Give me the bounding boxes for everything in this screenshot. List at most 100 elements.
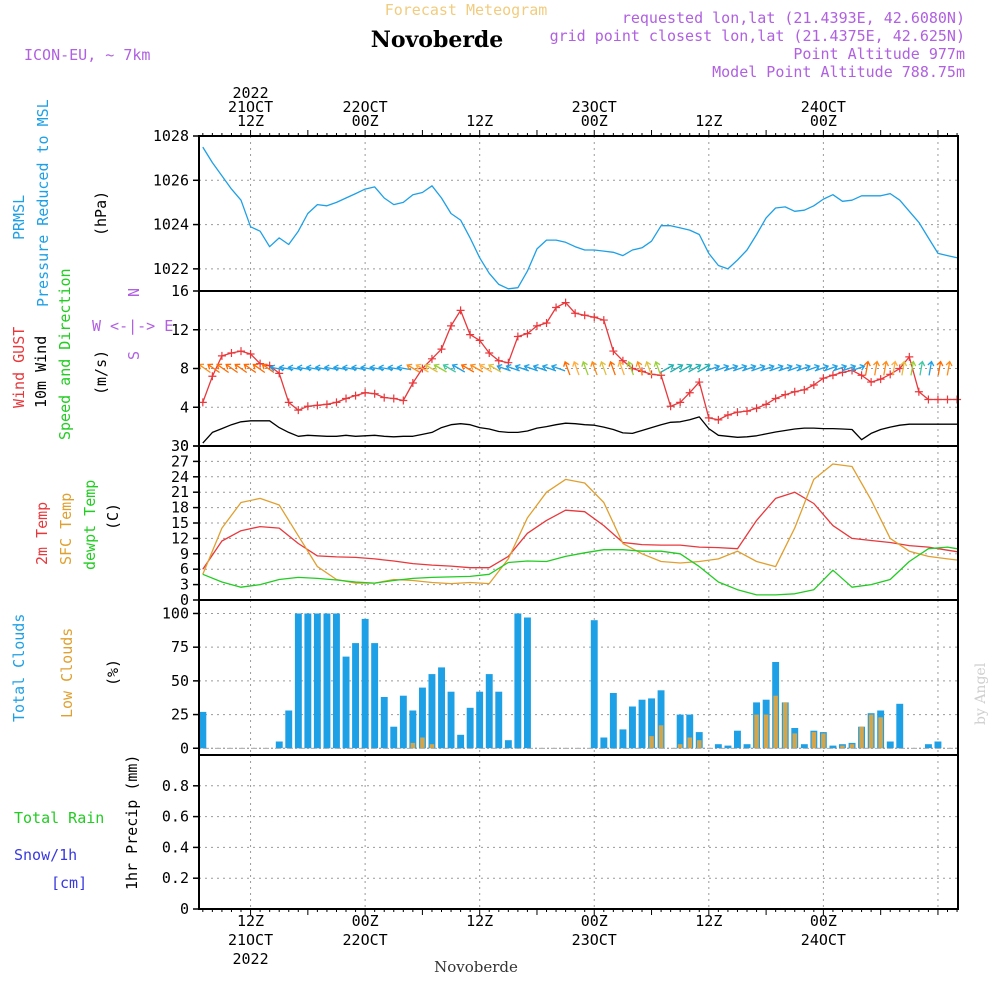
total-cloud-bar	[495, 691, 503, 749]
wind-unit-label: (m/s)	[92, 350, 110, 395]
gust-marker	[275, 369, 284, 378]
precip-panel-labels: Total Rain Snow/1h [cm] 1hr Precip (mm)	[14, 755, 141, 892]
wind-direction-arrow	[653, 360, 662, 376]
wind-direction-arrow	[670, 363, 684, 373]
total-cloud-bar	[323, 613, 331, 749]
gust-marker	[437, 345, 446, 354]
wind-direction-arrow	[207, 363, 220, 374]
prmsl-unit-label: (hPa)	[92, 191, 110, 236]
total-cloud-bar	[619, 729, 627, 749]
y-tick-label: 100	[162, 604, 189, 622]
cloud-unit-label: (%)	[104, 659, 122, 686]
wind-direction-arrow	[243, 363, 257, 374]
prmsl-label: PRMSL	[10, 195, 28, 240]
bottom-time-label: 21OCT	[228, 931, 273, 949]
wind-direction-arrow	[927, 360, 935, 376]
total-cloud-bar	[380, 697, 388, 749]
arrow-shape	[478, 363, 493, 373]
low-cloud-bar	[429, 744, 435, 749]
bottom-time-label: 12Z	[695, 912, 722, 930]
arrow-shape	[406, 363, 420, 373]
total-cloud-bar	[457, 734, 465, 749]
gust-marker	[237, 347, 246, 356]
dewpt-series-line	[202, 546, 958, 596]
arrow-shape	[832, 364, 848, 372]
arrow-shape	[581, 360, 589, 376]
bottom-time-label: 22OCT	[343, 931, 388, 949]
gust-marker	[714, 415, 723, 424]
arrow-shape	[460, 363, 475, 373]
requested-coords: requested lon,lat (21.4393E, 42.6080N)	[622, 9, 965, 27]
y-tick-label: 12	[171, 321, 189, 339]
total-cloud-bar	[695, 732, 703, 749]
y-tick-label: 0.4	[162, 838, 189, 856]
gust-marker	[427, 354, 436, 363]
total-cloud-bar	[285, 710, 293, 749]
gust-marker	[494, 356, 503, 365]
gust-marker	[380, 393, 389, 402]
arrow-shape	[927, 360, 935, 376]
arrow-shape	[442, 363, 456, 373]
gust-marker	[456, 306, 465, 315]
t2m-series-line	[202, 491, 958, 570]
low-cloud-bar	[410, 742, 416, 749]
compass-s-label: S	[125, 351, 143, 360]
arrow-shape	[688, 363, 702, 373]
compass-we-label: W <-|-> E	[92, 317, 173, 335]
gust-marker	[590, 313, 599, 322]
wind-direction-arrow	[891, 360, 899, 376]
arrow-shape	[660, 363, 675, 373]
wind-direction-arrow	[863, 360, 871, 376]
gust-marker	[475, 336, 484, 345]
y-tick-label: 0	[180, 591, 189, 609]
gust-marker	[389, 394, 398, 403]
low-cloud-bar	[792, 733, 797, 749]
wind-direction-arrow	[796, 364, 811, 372]
gust-marker	[895, 364, 904, 373]
y-tick-label: 1022	[153, 260, 189, 278]
wind-direction-arrow	[550, 364, 566, 372]
gust-marker	[685, 388, 694, 397]
arrow-shape	[550, 364, 566, 372]
total-cloud-bar	[504, 740, 512, 749]
y-tick-label: 21	[171, 483, 189, 501]
gust-label: Wind GUST	[10, 327, 28, 408]
point-altitude: Point Altitude 977m	[793, 45, 965, 63]
total-cloud-bar	[800, 744, 808, 749]
snow-unit-label: [cm]	[51, 874, 87, 892]
wind-direction-arrow	[882, 360, 890, 376]
y-tick-label: 0	[180, 739, 189, 757]
y-tick-label: 75	[171, 638, 189, 656]
wind-direction-arrow	[660, 363, 675, 373]
gust-marker	[303, 402, 312, 411]
wind-direction-arrow	[945, 360, 953, 376]
total-clouds-label: Total Clouds	[10, 614, 28, 722]
arrow-shape	[850, 364, 866, 372]
total-cloud-bar	[886, 741, 894, 749]
arrow-shape	[679, 363, 693, 373]
wind-direction-arrow	[823, 364, 839, 372]
arrow-shape	[909, 360, 917, 376]
cloud-panel-labels: Total Clouds Low Clouds (%)	[10, 614, 122, 722]
bottom-time-label: 00Z	[810, 912, 837, 930]
sfc-temp-label: SFC Temp	[57, 493, 75, 565]
wind-direction-arrow	[635, 360, 644, 376]
top-time-label: 21OCT	[228, 98, 273, 116]
total-cloud-bar	[714, 744, 722, 749]
gust-marker	[513, 332, 522, 341]
total-cloud-bar	[199, 711, 207, 749]
low-cloud-bar	[859, 726, 864, 749]
arrow-shape	[261, 363, 275, 374]
arrow-shape	[451, 363, 466, 373]
top-time-label: 00Z	[352, 112, 379, 130]
arrow-shape	[760, 364, 775, 372]
wind-direction-arrow	[617, 360, 625, 376]
gust-marker	[466, 330, 475, 339]
top-time-label: 24OCT	[801, 98, 846, 116]
wind-direction-arrow	[900, 360, 908, 376]
wind-direction-arrow	[433, 363, 447, 373]
gust-marker	[657, 371, 666, 380]
arrow-shape	[670, 363, 684, 373]
arrow-shape	[778, 364, 793, 372]
low-cloud-bar	[649, 736, 654, 749]
